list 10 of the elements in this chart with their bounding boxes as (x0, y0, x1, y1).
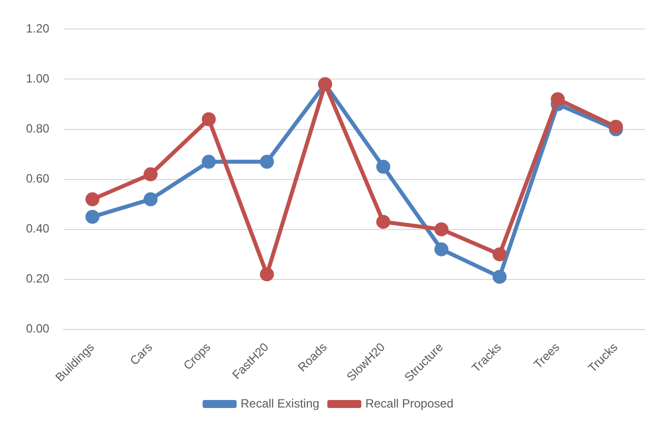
x-tick-label: Cars (127, 340, 156, 368)
y-tick-label: 0.20 (26, 272, 50, 286)
legend-label: Recall Proposed (365, 396, 454, 410)
y-tick-label: 1.20 (26, 22, 50, 36)
y-tick-label: 0.00 (26, 322, 50, 336)
y-tick-label: 0.80 (26, 122, 50, 136)
y-tick-label: 0.60 (26, 172, 50, 186)
y-tick-label: 0.40 (26, 222, 50, 236)
y-tick-label: 1.00 (26, 72, 50, 86)
legend-label: Recall Existing (240, 396, 320, 410)
